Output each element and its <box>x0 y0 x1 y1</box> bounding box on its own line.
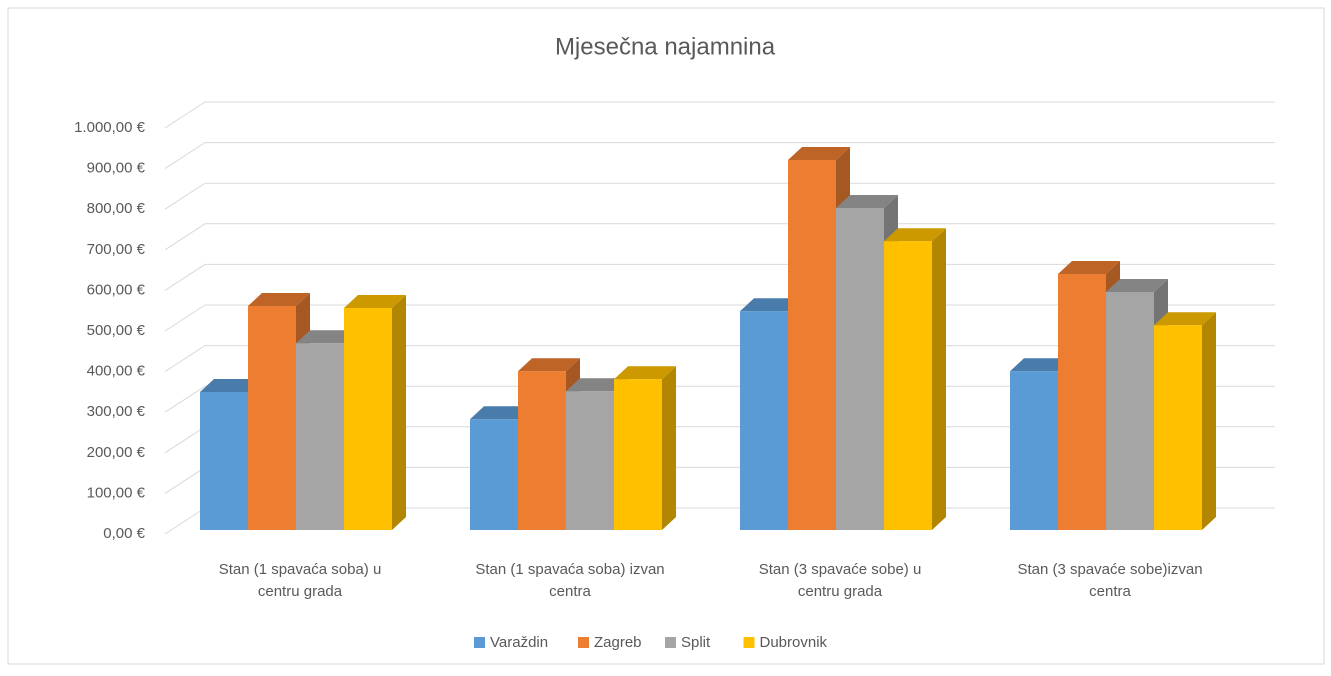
legend-swatch <box>578 637 589 648</box>
bar <box>614 379 662 530</box>
x-tick-label: Stan (3 spavaće sobe)izvan centra <box>1017 561 1202 600</box>
y-tick-label: 0,00 € <box>103 525 145 542</box>
bar <box>200 392 248 530</box>
bar-side <box>662 366 676 530</box>
y-tick-label: 700,00 € <box>87 241 146 258</box>
grid-line <box>164 101 1275 129</box>
bar-top <box>1154 312 1216 326</box>
legend-swatch <box>474 637 485 648</box>
bar-side <box>1202 312 1216 530</box>
bar <box>248 306 296 530</box>
x-tick-label: Stan (1 spavaća soba) izvan centra <box>475 561 664 600</box>
grid-line <box>164 142 1275 170</box>
y-tick-label: 300,00 € <box>87 403 146 420</box>
bar-top <box>1010 358 1072 372</box>
bar <box>344 308 392 530</box>
grid-line <box>164 182 1275 210</box>
bar-top <box>200 379 262 392</box>
bar-top <box>566 378 628 392</box>
bar <box>884 241 932 530</box>
bar <box>470 419 518 530</box>
bar <box>740 311 788 530</box>
y-tick-label: 100,00 € <box>87 484 146 501</box>
y-tick-label: 1.000,00 € <box>74 119 146 136</box>
legend-label: Split <box>681 634 711 651</box>
bar <box>1010 371 1058 530</box>
bar <box>566 391 614 530</box>
legend-label: Dubrovnik <box>760 634 828 651</box>
y-tick-label: 900,00 € <box>87 160 146 177</box>
x-tick-label: Stan (3 spavaće sobe) u centru grada <box>759 561 922 600</box>
bar <box>518 371 566 530</box>
bar-top <box>344 295 406 308</box>
bar-side <box>932 228 946 530</box>
bar-top <box>1106 279 1168 292</box>
y-tick-label: 500,00 € <box>87 322 146 339</box>
bar <box>788 160 836 530</box>
bar-top <box>470 406 532 420</box>
bar <box>1106 292 1154 530</box>
bar-top <box>740 298 802 312</box>
bar-top <box>248 293 310 306</box>
bar <box>836 208 884 530</box>
bar <box>1058 274 1106 530</box>
bar-top <box>296 330 358 344</box>
bar-top <box>884 228 946 242</box>
bar-top <box>788 147 850 160</box>
y-tick-label: 400,00 € <box>87 363 146 380</box>
legend-label: Zagreb <box>594 634 642 651</box>
bar <box>296 343 344 530</box>
legend-swatch <box>743 637 755 648</box>
legend-swatch <box>665 637 676 648</box>
bar-top <box>614 366 676 380</box>
chart-title: Mjesečna najamnina <box>555 33 776 60</box>
y-tick-label: 800,00 € <box>87 200 146 217</box>
bar-side <box>392 295 406 530</box>
y-tick-label: 600,00 € <box>87 281 146 298</box>
bar-top <box>836 195 898 208</box>
bar-top <box>518 358 580 372</box>
grid-line <box>164 223 1275 251</box>
x-tick-label: Stan (1 spavaća soba) u centru grada <box>219 561 382 600</box>
legend-label: Varaždin <box>490 634 548 651</box>
y-tick-label: 200,00 € <box>87 444 146 461</box>
bar-top <box>1058 261 1120 274</box>
bar <box>1154 325 1202 530</box>
